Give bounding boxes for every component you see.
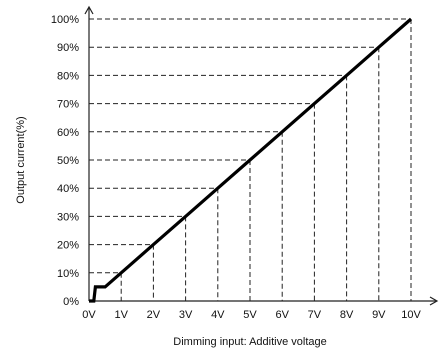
x-tick-label: 0V xyxy=(82,309,96,321)
x-axis-arrow xyxy=(429,296,439,306)
x-tick-label: 6V xyxy=(275,309,289,321)
guide-lines xyxy=(89,18,412,301)
series-group xyxy=(89,17,413,303)
x-tick-label: 1V xyxy=(114,309,128,321)
x-tick-label: 3V xyxy=(179,309,193,321)
y-tick-label: 70% xyxy=(57,99,79,111)
x-tick-labels: 0V 1V 2V 3V 4V 5V 6V 7V 8V 9V 10V xyxy=(82,309,421,321)
x-tick-label: 7V xyxy=(308,309,322,321)
y-tick-label: 100% xyxy=(51,14,79,26)
axes xyxy=(84,5,439,306)
y-axis-arrow xyxy=(84,5,94,15)
y-tick-label: 40% xyxy=(57,183,79,195)
x-tick-label: 5V xyxy=(243,309,257,321)
series-line xyxy=(89,17,413,303)
x-tick-label: 8V xyxy=(340,309,354,321)
y-tick-label: 30% xyxy=(57,211,79,223)
x-axis-title: Dimming input: Additive voltage xyxy=(173,336,326,348)
x-tick-label: 4V xyxy=(211,309,225,321)
y-tick-label: 0% xyxy=(63,296,79,308)
y-tick-label: 90% xyxy=(57,42,79,54)
y-tick-label: 10% xyxy=(57,268,79,280)
x-tick-label: 10V xyxy=(401,309,421,321)
x-tick-label: 2V xyxy=(147,309,161,321)
y-tick-labels: 0% 10% 20% 30% 40% 50% 60% 70% 80% 90% 100% xyxy=(51,14,79,308)
y-tick-label: 60% xyxy=(57,127,79,139)
y-tick-label: 20% xyxy=(57,240,79,252)
y-tick-label: 80% xyxy=(57,70,79,82)
x-tick-label: 9V xyxy=(372,309,386,321)
y-axis-title: Output current(%) xyxy=(15,116,27,203)
y-tick-label: 50% xyxy=(57,155,79,167)
